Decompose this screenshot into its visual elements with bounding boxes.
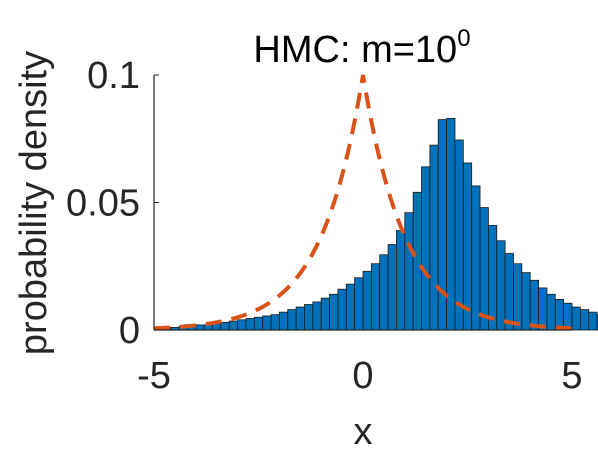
histogram-bar [312,301,322,331]
histogram-bar [429,144,439,331]
histogram-bar [220,321,230,331]
histogram-bars [161,117,598,331]
histogram-bar [529,279,539,331]
histogram-bar [487,225,498,331]
histogram-bar [337,288,347,331]
x-axis-ticks: -5 0 5 [137,325,583,397]
histogram-bar [245,318,255,331]
chart-title-main: HMC: m=10 [253,29,457,71]
histogram-bar [471,185,481,331]
histogram-bar [571,306,581,331]
histogram-bar [421,166,431,331]
histogram-bar [370,263,381,331]
histogram-bar [278,311,289,331]
histogram-bar [462,162,473,331]
histogram-bar [262,315,272,331]
histogram-bar [504,253,514,331]
histogram-bar [454,139,464,331]
y-axis-ticks: 0 0.05 0.1 [66,55,159,352]
histogram-bar [588,311,598,331]
x-tick-label: -5 [137,355,171,397]
histogram-bar [379,254,389,331]
histogram-bar [320,297,330,331]
reference-density-curve [153,74,573,331]
histogram-bar [387,244,397,331]
histogram-bar [446,117,456,331]
y-tick-label: 0 [119,310,140,352]
histogram-bar [195,324,205,331]
histogram-bar [253,316,264,331]
histogram-bar [354,277,364,331]
x-tick-label: 0 [352,355,373,397]
histogram-bar [304,304,314,331]
histogram-bar [554,298,565,331]
histogram-bar [437,119,447,331]
histogram-bar [362,270,372,331]
y-tick-label: 0.1 [87,55,140,97]
histogram-bar [228,320,239,331]
chart-title: HMC: m=100 [253,25,470,71]
histogram-bar [513,263,523,331]
histogram-bar [546,293,556,331]
histogram-bar [404,212,414,331]
histogram-bar [496,240,506,331]
histogram-bar [521,272,531,331]
histogram-bar [270,314,280,331]
histogram-bar [237,319,247,331]
histogram-bar [329,293,339,331]
histogram-bar [579,309,590,331]
histogram-bar [412,191,422,331]
x-tick-label: 5 [561,355,582,397]
histogram-bar [538,287,548,331]
histogram-bar [396,230,406,331]
histogram-bar [295,306,305,331]
y-tick-label: 0.05 [66,183,140,225]
y-axis-label: probability density [13,51,55,355]
histogram-bar [287,309,297,331]
histogram-bar [479,207,489,331]
x-axis-label: x [354,411,373,450]
histogram-bar [345,283,356,331]
chart-title-superscript: 0 [457,25,470,52]
